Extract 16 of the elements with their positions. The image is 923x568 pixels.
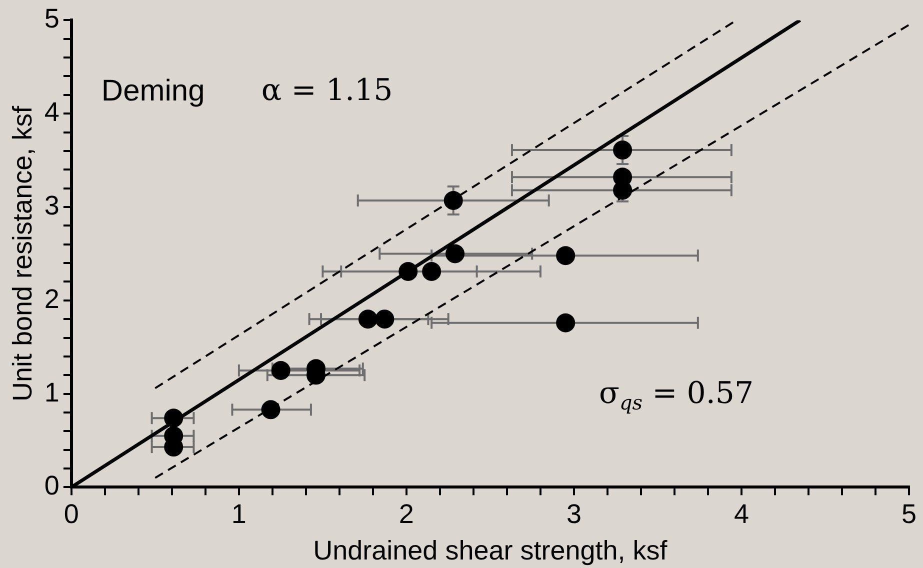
y-tick-label: 5 [44, 4, 60, 34]
y-axis-title: Unit bond resistance, ksf [8, 105, 38, 402]
x-axis-title: Undrained shear strength, ksf [313, 535, 668, 566]
x-tick-label: 3 [566, 498, 582, 529]
annotation: α = 1.15 [261, 72, 393, 108]
y-tick-label: 4 [44, 97, 60, 128]
x-tick-label: 1 [231, 498, 246, 529]
x-tick-label: 0 [64, 498, 79, 529]
annotation: Deming [101, 74, 205, 108]
x-tick-label: 5 [901, 498, 917, 529]
y-tick-label: 0 [44, 470, 60, 501]
y-tick-label: 2 [44, 284, 60, 314]
y-tick-label: 1 [44, 377, 60, 408]
x-tick-label: 4 [734, 498, 749, 529]
y-tick-label: 3 [44, 190, 60, 220]
x-tick-label: 2 [398, 498, 414, 529]
